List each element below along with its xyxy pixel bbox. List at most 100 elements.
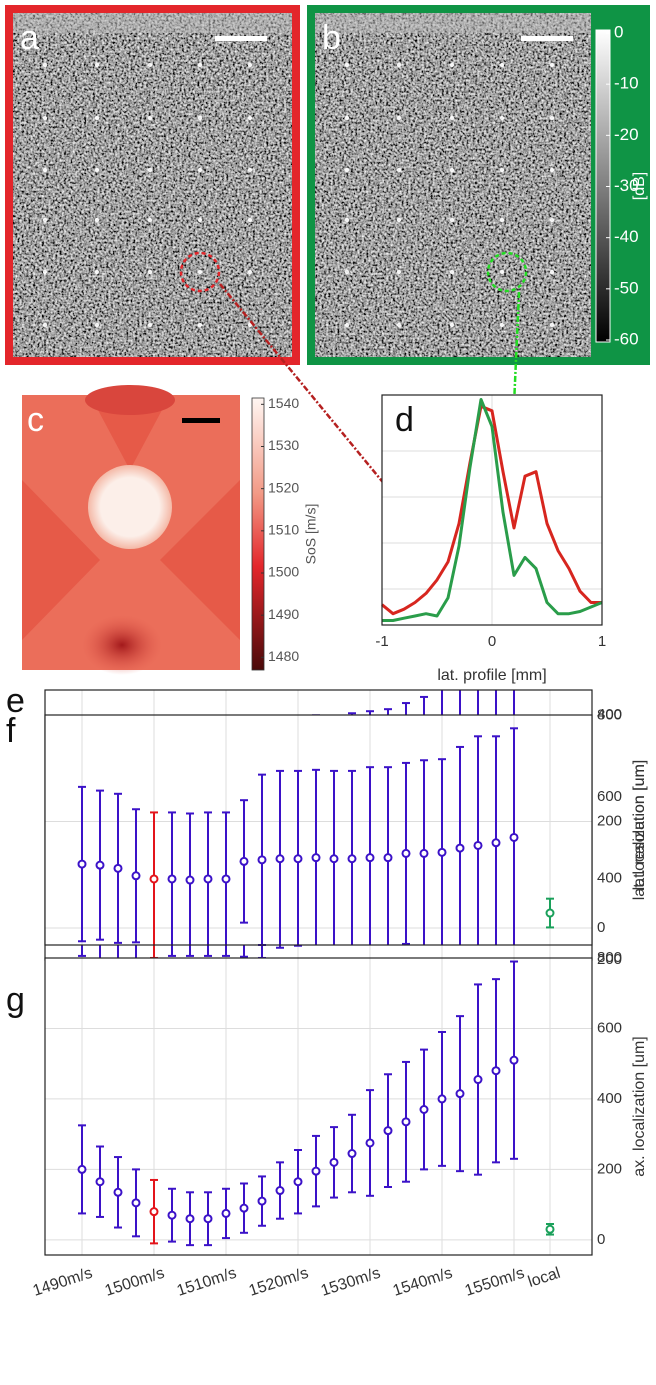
x-tick-label: 1500m/s xyxy=(103,1265,167,1300)
target xyxy=(396,115,402,121)
targets xyxy=(42,62,555,328)
point xyxy=(95,860,105,870)
point xyxy=(401,848,411,858)
x-tick-label: 1490m/s xyxy=(31,1265,95,1300)
point xyxy=(239,1203,249,1213)
point xyxy=(221,874,231,884)
axes-box xyxy=(44,957,593,1256)
y-tick-label: 800 xyxy=(597,706,622,723)
profile-line xyxy=(381,404,602,616)
point xyxy=(455,1089,465,1099)
colorbar-tick-label: -60 xyxy=(614,329,639,348)
point xyxy=(383,853,393,863)
target xyxy=(42,115,48,121)
y-axis-label: ax. localization [um] xyxy=(631,1036,648,1177)
target xyxy=(449,322,455,328)
y-tick-label: 200 xyxy=(597,951,622,968)
inclusion xyxy=(88,465,172,549)
target xyxy=(94,167,100,173)
target xyxy=(344,115,350,121)
y-tick-label: 400 xyxy=(597,1090,622,1107)
target xyxy=(147,167,153,173)
panel-label: e xyxy=(6,682,25,720)
y-axis-label: lat. resolution [um] xyxy=(631,760,648,891)
bmode xyxy=(13,13,292,357)
axes-box xyxy=(381,394,603,626)
target xyxy=(549,62,555,68)
region xyxy=(82,615,162,675)
colorbar-tick-label: 1480 xyxy=(268,648,299,664)
colorbar-tick-label: -40 xyxy=(614,227,639,246)
target xyxy=(549,322,555,328)
colorbar-label: SoS [m/s] xyxy=(303,504,319,565)
target xyxy=(499,322,505,328)
colorbar-tick-label: 1510 xyxy=(268,522,299,538)
image-a xyxy=(5,5,300,365)
point xyxy=(131,1198,141,1208)
point xyxy=(329,1157,339,1167)
x-tick-label: 1540m/s xyxy=(391,1265,455,1300)
point xyxy=(203,1214,213,1224)
target xyxy=(147,322,153,328)
point xyxy=(185,875,195,885)
point xyxy=(203,874,213,884)
point xyxy=(509,1055,519,1065)
target xyxy=(449,115,455,121)
colorbar xyxy=(251,397,265,671)
axes-box xyxy=(44,714,593,946)
target xyxy=(449,167,455,173)
point xyxy=(95,1177,105,1187)
scale-bar xyxy=(182,418,220,423)
target xyxy=(197,322,203,328)
band xyxy=(315,13,591,33)
colorbar-tick-label: 1500 xyxy=(268,564,299,580)
x-tick-label: local xyxy=(526,1265,563,1291)
x-tick-label: -1 xyxy=(375,633,388,650)
target xyxy=(247,62,253,68)
target xyxy=(42,217,48,223)
target xyxy=(344,62,350,68)
target xyxy=(197,269,203,275)
point xyxy=(131,871,141,881)
colorbar-tick-label: 1490 xyxy=(268,606,299,622)
target xyxy=(549,115,555,121)
target xyxy=(94,269,100,275)
x-tick-label: 1530m/s xyxy=(319,1265,383,1300)
roi xyxy=(486,251,528,293)
point xyxy=(545,908,555,918)
point xyxy=(167,1210,177,1220)
target xyxy=(197,217,203,223)
point xyxy=(311,1166,321,1176)
point xyxy=(293,1177,303,1187)
target xyxy=(247,115,253,121)
point xyxy=(491,1066,501,1076)
point xyxy=(491,838,501,848)
colorbar-tick-label: 0 xyxy=(614,22,623,41)
target xyxy=(247,322,253,328)
target xyxy=(147,62,153,68)
target xyxy=(396,62,402,68)
target xyxy=(344,167,350,173)
point xyxy=(545,1224,555,1234)
point xyxy=(257,1196,267,1206)
target xyxy=(197,62,203,68)
point xyxy=(401,1117,411,1127)
point xyxy=(437,847,447,857)
plot-area xyxy=(45,715,592,945)
point xyxy=(365,853,375,863)
point xyxy=(419,1104,429,1114)
band xyxy=(13,13,292,33)
colorbar-tick-label: 1540 xyxy=(268,395,299,411)
point xyxy=(257,855,267,865)
point xyxy=(221,1208,231,1218)
point xyxy=(455,843,465,853)
target xyxy=(197,167,203,173)
target xyxy=(549,217,555,223)
colorbar-tick-label: -10 xyxy=(614,74,639,93)
point xyxy=(113,863,123,873)
y-tick-label: 600 xyxy=(597,788,622,805)
x-tick-label: 1510m/s xyxy=(175,1265,239,1300)
target xyxy=(549,167,555,173)
target xyxy=(499,62,505,68)
profile-line xyxy=(382,398,603,622)
